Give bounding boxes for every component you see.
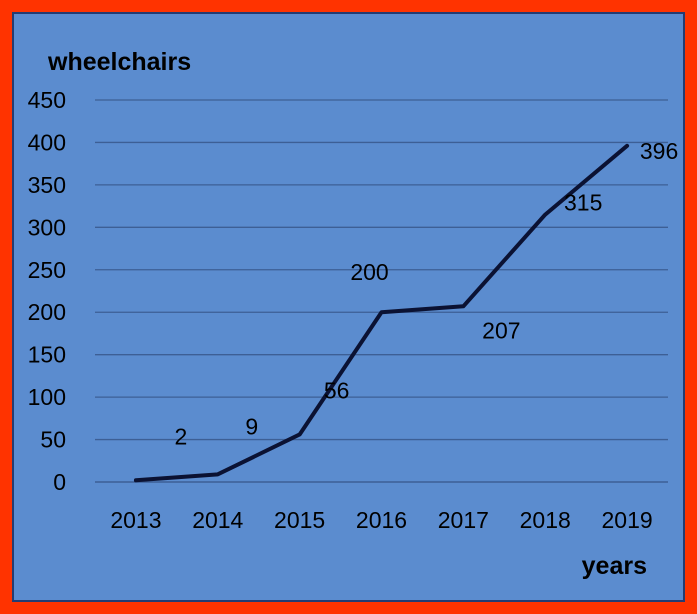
x-tick-label: 2018	[520, 507, 571, 533]
data-label: 200	[350, 259, 388, 285]
y-tick-label: 250	[28, 257, 66, 283]
y-tick-label: 150	[28, 342, 66, 368]
x-tick-label: 2019	[601, 507, 652, 533]
y-tick-label: 400	[28, 129, 66, 155]
x-tick-labels: 2013 2014 2015 2016 2017 2018 2019	[110, 507, 652, 533]
x-axis-title: years	[582, 552, 647, 580]
data-label: 9	[245, 413, 258, 439]
y-tick-labels: 0 50 100 150 200 250 300 350 400 450	[28, 87, 66, 495]
x-tick-label: 2015	[274, 507, 325, 533]
y-tick-label: 100	[28, 384, 66, 410]
data-label: 56	[324, 377, 350, 403]
data-label: 396	[640, 138, 678, 164]
data-labels: 2 9 56 200 207 315 396	[175, 138, 679, 449]
chart-panel	[12, 12, 685, 602]
series-line	[133, 143, 630, 483]
y-tick-label: 350	[28, 172, 66, 198]
y-tick-label: 0	[53, 469, 66, 495]
y-tick-label: 50	[40, 427, 66, 453]
y-tick-label: 300	[28, 214, 66, 240]
data-label: 2	[175, 423, 188, 449]
y-axis-title: wheelchairs	[47, 48, 191, 76]
x-tick-label: 2017	[438, 507, 489, 533]
y-tick-label: 200	[28, 299, 66, 325]
gridlines	[95, 99, 668, 483]
x-tick-label: 2013	[110, 507, 161, 533]
x-tick-label: 2016	[356, 507, 407, 533]
series	[133, 143, 630, 483]
y-tick-label: 450	[28, 87, 66, 113]
x-tick-label: 2014	[192, 507, 243, 533]
data-label: 315	[564, 190, 602, 216]
data-label: 207	[482, 317, 520, 343]
